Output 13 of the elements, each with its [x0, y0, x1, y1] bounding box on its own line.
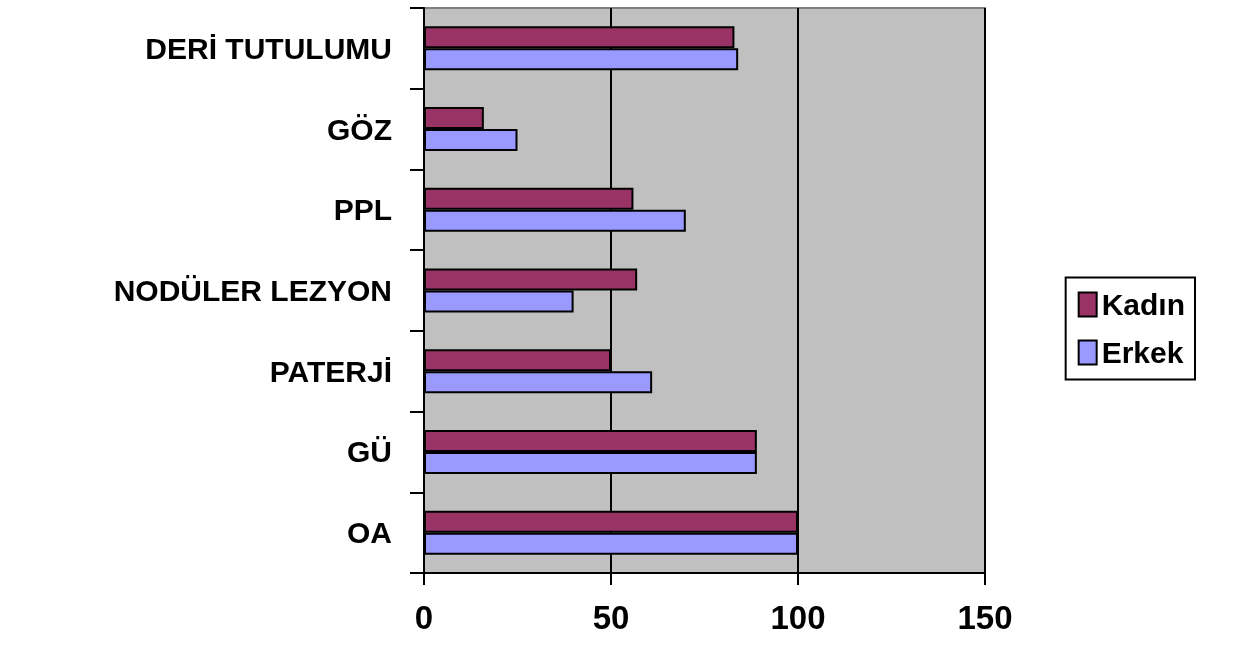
legend-label: Erkek — [1101, 336, 1184, 369]
y-tick-label: NODÜLER LEZYON — [113, 274, 392, 307]
y-tick-label: GÖZ — [327, 112, 392, 146]
x-tick-label: 0 — [414, 599, 434, 636]
x-tick-label: 100 — [770, 599, 826, 636]
y-tick-label: OA — [347, 516, 392, 550]
x-tick-label: 50 — [592, 599, 630, 636]
y-tick-label: GÜ — [347, 435, 392, 469]
legend-label: Kadın — [1101, 288, 1186, 321]
y-tick-label: PATERJİ — [269, 354, 392, 388]
y-tick-label: DERİ TUTULUMU — [145, 31, 392, 65]
x-tick-label: 150 — [957, 599, 1013, 636]
y-tick-label: PPL — [333, 193, 392, 227]
